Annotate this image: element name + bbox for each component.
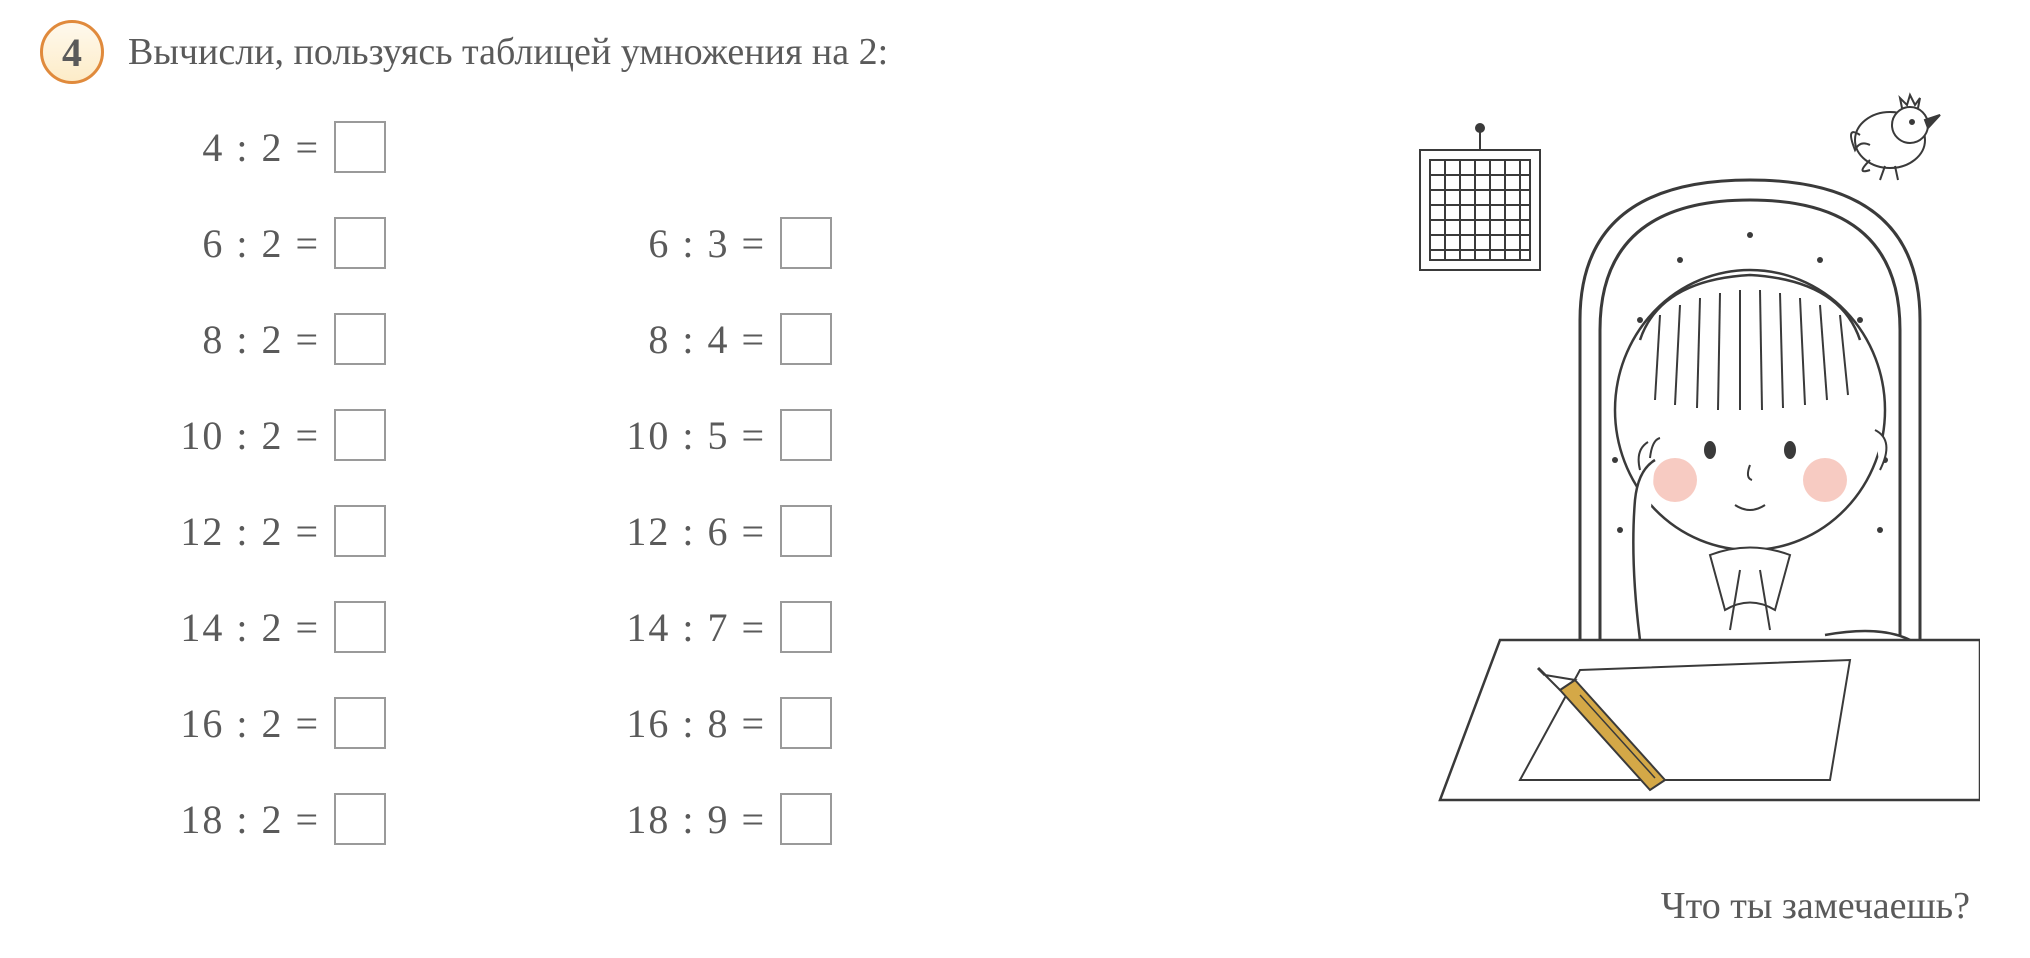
- answer-box[interactable]: [334, 217, 386, 269]
- answer-box[interactable]: [780, 697, 832, 749]
- equation-row: 12 : 2 =: [120, 498, 386, 564]
- equation-row: 6 : 2 =: [120, 210, 386, 276]
- answer-box[interactable]: [334, 793, 386, 845]
- column-2: 6 : 3 = 8 : 4 = 10 : 5 = 12 : 6 = 14 : 7…: [566, 114, 832, 852]
- answer-box[interactable]: [780, 217, 832, 269]
- answer-box[interactable]: [334, 409, 386, 461]
- equation-text: 6 : 2 =: [120, 220, 320, 267]
- equation-row: 6 : 3 =: [566, 210, 832, 276]
- answer-box[interactable]: [334, 121, 386, 173]
- answer-box[interactable]: [780, 505, 832, 557]
- problem-number-badge: 4: [40, 20, 104, 84]
- equation-text: 10 : 2 =: [120, 412, 320, 459]
- answer-box[interactable]: [780, 313, 832, 365]
- child-illustration: [1380, 80, 1980, 830]
- answer-box[interactable]: [334, 313, 386, 365]
- equation-text: 18 : 2 =: [120, 796, 320, 843]
- equation-text: 8 : 2 =: [120, 316, 320, 363]
- equation-text: 16 : 2 =: [120, 700, 320, 747]
- equation-text: 8 : 4 =: [566, 316, 766, 363]
- equation-text: 10 : 5 =: [566, 412, 766, 459]
- problem-number: 4: [62, 29, 82, 76]
- equation-row: 10 : 5 =: [566, 402, 832, 468]
- question-text: Что ты замечаешь?: [1661, 884, 1970, 928]
- equation-row: 10 : 2 =: [120, 402, 386, 468]
- equation-row: 16 : 2 =: [120, 690, 386, 756]
- equation-text: 18 : 9 =: [566, 796, 766, 843]
- answer-box[interactable]: [334, 601, 386, 653]
- header-row: 4 Вычисли, пользуясь таблицей умножения …: [40, 20, 1990, 84]
- column-1: 4 : 2 = 6 : 2 = 8 : 2 = 10 : 2 = 12 : 2 …: [120, 114, 386, 852]
- equation-row: 18 : 9 =: [566, 786, 832, 852]
- equation-row: 14 : 2 =: [120, 594, 386, 660]
- equation-text: 16 : 8 =: [566, 700, 766, 747]
- answer-box[interactable]: [780, 601, 832, 653]
- equation-row: 14 : 7 =: [566, 594, 832, 660]
- equation-row: 8 : 2 =: [120, 306, 386, 372]
- equation-text: 12 : 6 =: [566, 508, 766, 555]
- equation-row: 18 : 2 =: [120, 786, 386, 852]
- equation-text: 14 : 7 =: [566, 604, 766, 651]
- equation-row: 12 : 6 =: [566, 498, 832, 564]
- equation-text: 4 : 2 =: [120, 124, 320, 171]
- equation-text: 14 : 2 =: [120, 604, 320, 651]
- instruction-text: Вычисли, пользуясь таблицей умножения на…: [128, 30, 888, 74]
- bird-icon: [1851, 95, 1940, 180]
- answer-box[interactable]: [780, 409, 832, 461]
- equation-row: 4 : 2 =: [120, 114, 386, 180]
- equation-text: 12 : 2 =: [120, 508, 320, 555]
- equation-row: 8 : 4 =: [566, 306, 832, 372]
- wall-frame-icon: [1420, 124, 1540, 270]
- equation-columns: 4 : 2 = 6 : 2 = 8 : 2 = 10 : 2 = 12 : 2 …: [120, 114, 832, 852]
- equation-text: 6 : 3 =: [566, 220, 766, 267]
- answer-box[interactable]: [334, 505, 386, 557]
- answer-box[interactable]: [780, 793, 832, 845]
- equation-row: 16 : 8 =: [566, 690, 832, 756]
- answer-box[interactable]: [334, 697, 386, 749]
